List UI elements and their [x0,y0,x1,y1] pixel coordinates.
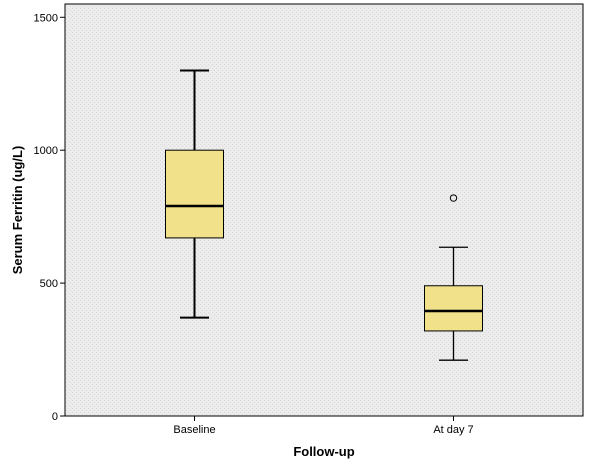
y-axis: 0 500 1000 1500 [34,12,65,423]
x-axis: Baseline At day 7 [173,416,474,436]
x-tick-label: Baseline [173,424,215,436]
y-tick-label: 500 [40,278,58,290]
iqr-box [424,285,483,332]
y-tick-label: 1000 [34,145,58,157]
y-tick-label: 0 [52,411,58,423]
x-tick-label: At day 7 [433,424,473,436]
y-tick-label: 1500 [34,12,58,24]
y-axis-title: Serum Ferritin (ug/L) [10,146,25,275]
iqr-box [165,149,224,239]
x-axis-title: Follow-up [293,444,354,459]
plot-area [64,3,584,417]
outlier-point [449,194,458,202]
box-series [165,69,483,361]
